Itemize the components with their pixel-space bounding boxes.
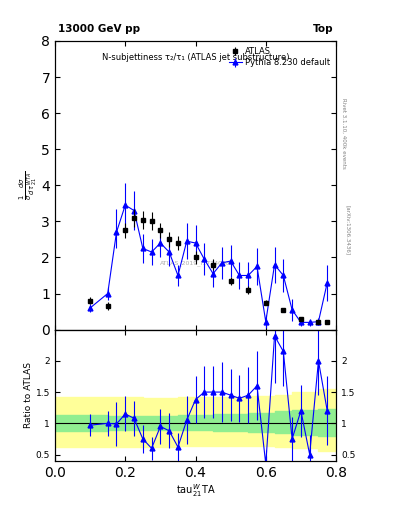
X-axis label: tau$_{21}^{W}$TA: tau$_{21}^{W}$TA bbox=[176, 482, 215, 499]
Y-axis label: Ratio to ATLAS: Ratio to ATLAS bbox=[24, 362, 33, 428]
Y-axis label: $\frac{1}{\sigma}$$\frac{d\sigma}{d\,\tau_{21}^{W\,TA}}$: $\frac{1}{\sigma}$$\frac{d\sigma}{d\,\ta… bbox=[17, 170, 39, 200]
Text: Top: Top bbox=[312, 24, 333, 34]
Text: N-subjettiness τ₂/τ₁ (ATLAS jet substructure): N-subjettiness τ₂/τ₁ (ATLAS jet substruc… bbox=[102, 53, 289, 61]
Text: [arXiv:1306.3436]: [arXiv:1306.3436] bbox=[345, 205, 350, 255]
Text: ATLAS_2019_I1724098: ATLAS_2019_I1724098 bbox=[160, 261, 231, 266]
Text: Rivet 3.1.10, 400k events: Rivet 3.1.10, 400k events bbox=[342, 98, 346, 168]
Text: 13000 GeV pp: 13000 GeV pp bbox=[58, 24, 140, 34]
Legend: ATLAS, Pythia 8.230 default: ATLAS, Pythia 8.230 default bbox=[228, 45, 332, 69]
